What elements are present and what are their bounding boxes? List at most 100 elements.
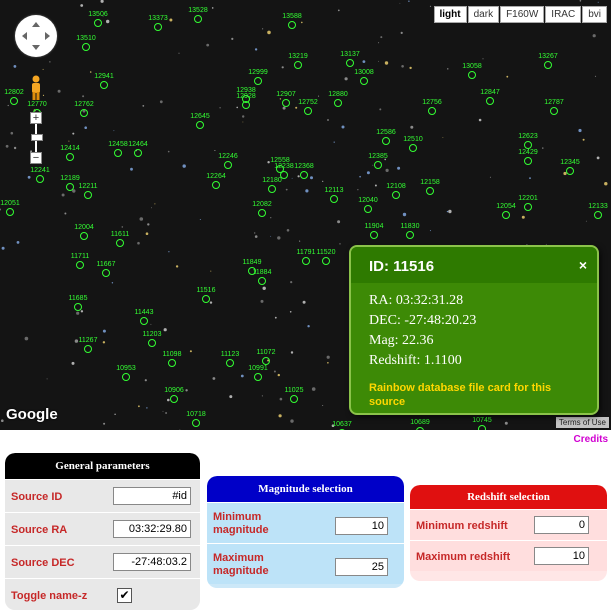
- source-marker[interactable]: 12999: [248, 69, 268, 85]
- map-type-f160w-button[interactable]: F160W: [500, 6, 545, 23]
- source-marker-circle[interactable]: [254, 77, 262, 85]
- source-marker[interactable]: 11072: [257, 349, 276, 365]
- source-marker[interactable]: 13588: [282, 13, 302, 29]
- credits-link[interactable]: Credits: [573, 434, 608, 445]
- source-ra-input[interactable]: [113, 520, 191, 538]
- source-marker-circle[interactable]: [122, 373, 130, 381]
- source-marker-circle[interactable]: [140, 317, 148, 325]
- source-marker-circle[interactable]: [566, 167, 574, 175]
- source-marker-circle[interactable]: [242, 95, 250, 103]
- source-marker-circle[interactable]: [382, 137, 390, 145]
- source-marker-circle[interactable]: [330, 195, 338, 203]
- source-marker[interactable]: 12246: [218, 153, 238, 169]
- source-marker-circle[interactable]: [524, 203, 532, 211]
- source-marker[interactable]: 10953: [116, 365, 136, 381]
- source-marker-circle[interactable]: [392, 191, 400, 199]
- source-marker[interactable]: 12238: [274, 163, 294, 179]
- max-magnitude-input[interactable]: [335, 558, 388, 576]
- source-marker[interactable]: 13137: [340, 51, 360, 67]
- source-marker[interactable]: 12108: [386, 183, 406, 199]
- source-marker[interactable]: 11267: [79, 337, 98, 353]
- source-marker[interactable]: 12510: [403, 136, 423, 152]
- source-marker-circle[interactable]: [426, 187, 434, 195]
- source-marker-circle[interactable]: [212, 181, 220, 189]
- source-marker-circle[interactable]: [242, 101, 250, 109]
- source-marker[interactable]: 12429: [518, 149, 538, 165]
- source-marker-circle[interactable]: [82, 43, 90, 51]
- source-marker-circle[interactable]: [282, 99, 290, 107]
- terms-of-use-link[interactable]: Terms of Use: [555, 417, 609, 428]
- source-marker-circle[interactable]: [334, 99, 342, 107]
- source-marker[interactable]: 11685: [69, 295, 88, 311]
- source-marker-circle[interactable]: [524, 157, 532, 165]
- source-marker[interactable]: 11849: [243, 259, 262, 275]
- source-marker-circle[interactable]: [100, 81, 108, 89]
- max-redshift-input[interactable]: [534, 547, 589, 565]
- map-type-bvi-button[interactable]: bvi: [582, 6, 607, 23]
- source-marker[interactable]: 12558: [270, 157, 290, 173]
- source-marker-circle[interactable]: [134, 149, 142, 157]
- source-marker-circle[interactable]: [170, 395, 178, 403]
- source-marker[interactable]: 12040: [358, 197, 378, 213]
- source-marker-circle[interactable]: [192, 419, 200, 427]
- source-marker-circle[interactable]: [550, 107, 558, 115]
- source-marker-circle[interactable]: [302, 257, 310, 265]
- source-marker[interactable]: 11904: [365, 223, 384, 239]
- source-marker[interactable]: 11884: [253, 269, 272, 285]
- source-marker-circle[interactable]: [290, 395, 298, 403]
- source-marker[interactable]: 12645: [190, 113, 210, 129]
- source-marker[interactable]: 11791: [297, 249, 316, 265]
- source-marker[interactable]: 13058: [462, 63, 482, 79]
- source-marker[interactable]: 11611: [111, 231, 130, 247]
- source-marker-circle[interactable]: [194, 15, 202, 23]
- source-marker-circle[interactable]: [84, 191, 92, 199]
- toggle-name-z-checkbox[interactable]: ✔: [117, 588, 132, 603]
- source-marker-circle[interactable]: [276, 165, 284, 173]
- source-marker-circle[interactable]: [486, 97, 494, 105]
- source-marker[interactable]: 11123: [221, 351, 240, 367]
- source-marker[interactable]: 13267: [538, 53, 558, 69]
- source-marker-circle[interactable]: [258, 209, 266, 217]
- source-marker-circle[interactable]: [374, 161, 382, 169]
- source-marker-circle[interactable]: [406, 231, 414, 239]
- source-marker-circle[interactable]: [148, 339, 156, 347]
- source-marker[interactable]: 13528: [188, 7, 208, 23]
- source-marker[interactable]: 13506: [88, 11, 108, 27]
- source-marker[interactable]: 11830: [401, 223, 420, 239]
- source-marker-circle[interactable]: [428, 107, 436, 115]
- source-marker-circle[interactable]: [80, 109, 88, 117]
- source-marker-circle[interactable]: [468, 71, 476, 79]
- source-marker[interactable]: 12464: [128, 141, 148, 157]
- source-marker-circle[interactable]: [339, 429, 346, 431]
- source-marker-circle[interactable]: [224, 161, 232, 169]
- source-marker-circle[interactable]: [258, 277, 266, 285]
- zoom-out-button[interactable]: −: [30, 152, 42, 164]
- source-marker-circle[interactable]: [202, 295, 210, 303]
- source-marker-circle[interactable]: [544, 61, 552, 69]
- source-marker-circle[interactable]: [116, 239, 124, 247]
- source-marker[interactable]: 12345: [560, 159, 580, 175]
- source-marker-circle[interactable]: [102, 269, 110, 277]
- source-marker[interactable]: 12752: [298, 99, 318, 115]
- source-marker[interactable]: 12158: [420, 179, 440, 195]
- source-marker-circle[interactable]: [74, 303, 82, 311]
- source-marker-circle[interactable]: [168, 359, 176, 367]
- source-marker-circle[interactable]: [80, 232, 88, 240]
- zoom-slider-thumb[interactable]: [31, 134, 43, 141]
- source-marker[interactable]: 11520: [317, 249, 336, 265]
- source-marker[interactable]: 12189: [60, 175, 80, 191]
- source-marker[interactable]: 12264: [206, 173, 226, 189]
- source-marker-circle[interactable]: [36, 175, 44, 183]
- source-marker[interactable]: 13373: [148, 15, 168, 31]
- street-view-pegman-icon[interactable]: [29, 75, 43, 101]
- source-marker-circle[interactable]: [478, 425, 486, 431]
- source-marker-circle[interactable]: [346, 59, 354, 67]
- source-marker[interactable]: 10745: [472, 417, 492, 430]
- database-file-card-link[interactable]: Rainbow database file card for this sour…: [369, 382, 552, 408]
- source-marker[interactable]: 12051: [0, 200, 20, 216]
- source-marker[interactable]: 10906: [164, 387, 184, 403]
- pan-control[interactable]: [15, 15, 57, 57]
- source-marker[interactable]: 12241: [30, 167, 50, 183]
- source-marker-circle[interactable]: [294, 61, 302, 69]
- source-marker[interactable]: 12211: [79, 183, 98, 199]
